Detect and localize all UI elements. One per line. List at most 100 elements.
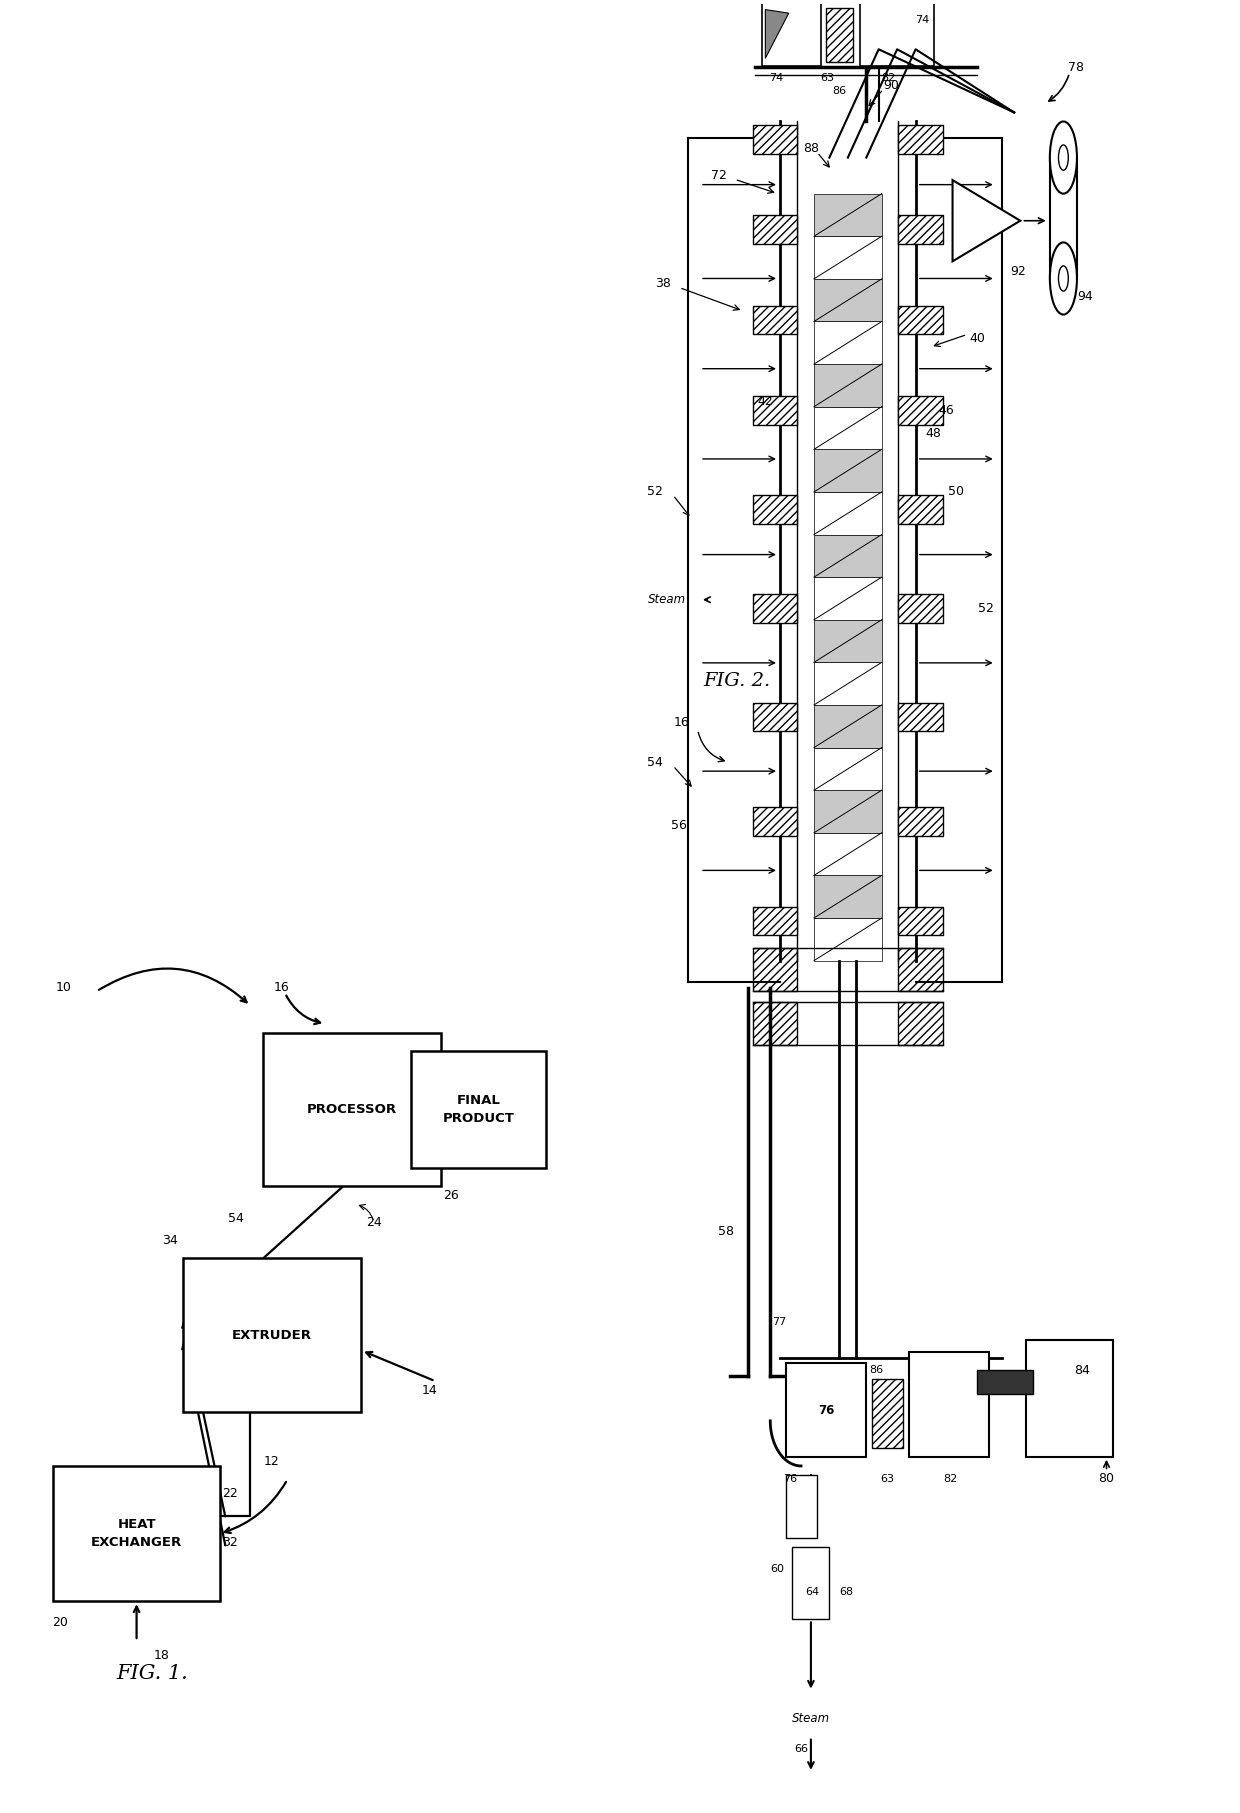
Bar	[813, 491, 882, 535]
Bar	[898, 306, 942, 334]
Text: 16: 16	[273, 981, 289, 994]
Text: FIG. 2.: FIG. 2.	[704, 673, 771, 691]
Bar	[813, 832, 882, 876]
Text: 86: 86	[832, 85, 846, 96]
Bar	[761, 0, 821, 65]
Text: 54: 54	[646, 756, 662, 769]
Text: 40: 40	[970, 332, 985, 344]
Bar	[813, 406, 882, 450]
Bar	[813, 279, 882, 321]
Bar	[898, 703, 942, 731]
Text: 92: 92	[1009, 265, 1025, 277]
Bar	[753, 125, 797, 154]
Bar	[753, 125, 797, 154]
Bar	[898, 395, 942, 424]
Text: 48: 48	[925, 428, 941, 441]
Text: EXTRUDER: EXTRUDER	[232, 1329, 312, 1342]
Bar	[873, 1380, 903, 1449]
Bar	[898, 595, 942, 624]
Bar	[753, 216, 797, 245]
Bar	[753, 495, 797, 524]
Text: 74: 74	[769, 73, 784, 83]
Bar	[813, 790, 882, 832]
Bar	[753, 1003, 797, 1046]
Bar	[898, 807, 942, 836]
Text: 80: 80	[1099, 1472, 1115, 1485]
Text: 50: 50	[949, 484, 965, 499]
Text: 68: 68	[839, 1586, 853, 1597]
Text: 52: 52	[646, 484, 662, 499]
Bar	[861, 0, 934, 65]
Bar	[753, 703, 797, 731]
Bar	[813, 535, 882, 577]
Ellipse shape	[1059, 267, 1069, 292]
Ellipse shape	[1059, 145, 1069, 170]
Bar	[753, 395, 797, 424]
Text: 38: 38	[655, 277, 671, 290]
Bar	[898, 906, 942, 936]
Bar	[898, 906, 942, 936]
Bar	[263, 1033, 441, 1186]
Bar	[813, 364, 882, 406]
Bar	[898, 216, 942, 245]
Bar	[813, 917, 882, 961]
Text: 66: 66	[794, 1744, 808, 1755]
Text: 90: 90	[883, 80, 899, 92]
Bar	[898, 495, 942, 524]
Text: 16: 16	[673, 716, 689, 729]
Text: 76: 76	[782, 1474, 797, 1483]
Bar	[792, 1546, 830, 1619]
Bar	[813, 194, 882, 236]
Text: 24: 24	[366, 1217, 382, 1229]
Text: 74: 74	[915, 15, 929, 25]
Bar	[786, 1476, 817, 1537]
Text: Steam: Steam	[647, 593, 686, 606]
Text: 63: 63	[820, 73, 835, 83]
Bar	[753, 906, 797, 936]
Text: 56: 56	[671, 819, 687, 832]
Bar	[898, 807, 942, 836]
Text: 58: 58	[718, 1226, 734, 1238]
Bar	[813, 321, 882, 364]
Ellipse shape	[1050, 121, 1078, 194]
Text: 84: 84	[1074, 1363, 1090, 1376]
Text: 14: 14	[422, 1383, 436, 1396]
Bar	[753, 595, 797, 624]
Bar	[753, 306, 797, 334]
Polygon shape	[952, 179, 1021, 261]
Bar	[753, 906, 797, 936]
Bar	[898, 306, 942, 334]
Text: 78: 78	[1068, 62, 1084, 74]
Bar	[909, 1352, 990, 1458]
Text: 60: 60	[770, 1565, 785, 1574]
Text: 82: 82	[942, 1474, 957, 1483]
Text: 22: 22	[222, 1487, 237, 1501]
Bar	[813, 236, 882, 279]
Bar	[753, 948, 797, 992]
Bar	[753, 306, 797, 334]
Ellipse shape	[1050, 243, 1078, 315]
Bar	[898, 948, 942, 992]
Bar	[898, 1003, 942, 1046]
Bar	[813, 747, 882, 790]
Bar	[898, 395, 942, 424]
Bar	[753, 595, 797, 624]
Text: 46: 46	[939, 404, 955, 417]
Bar	[813, 450, 882, 491]
Text: 32: 32	[222, 1536, 237, 1548]
Text: HEAT
EXCHANGER: HEAT EXCHANGER	[91, 1517, 182, 1548]
Bar	[753, 216, 797, 245]
Text: 54: 54	[228, 1213, 244, 1226]
Text: 18: 18	[154, 1650, 169, 1663]
Bar	[1027, 1340, 1112, 1458]
Bar	[753, 495, 797, 524]
Bar	[813, 620, 882, 662]
Bar	[753, 807, 797, 836]
Text: 52: 52	[978, 602, 993, 615]
Bar	[753, 395, 797, 424]
Text: 34: 34	[162, 1235, 179, 1247]
Text: 88: 88	[804, 141, 818, 156]
Bar	[813, 876, 882, 917]
Bar	[898, 125, 942, 154]
Text: 42: 42	[758, 395, 774, 408]
